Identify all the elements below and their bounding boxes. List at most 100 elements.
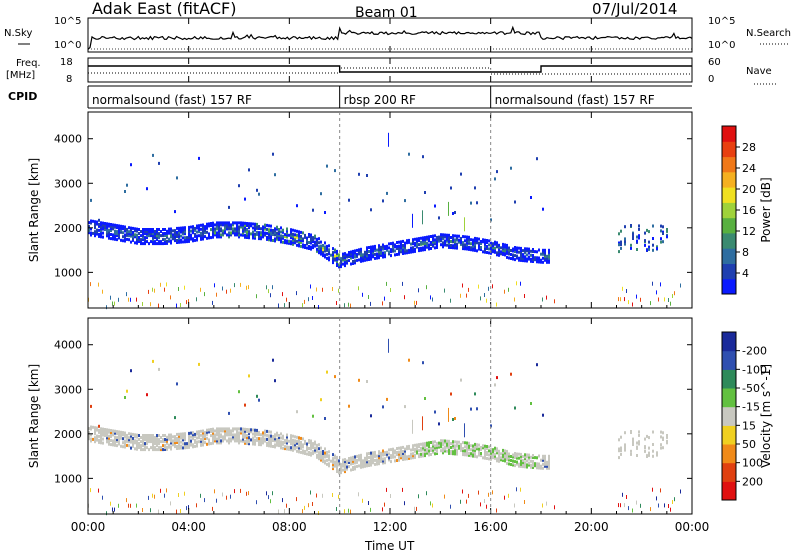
velocity-cell [220, 439, 222, 443]
velocity-cell [368, 464, 370, 467]
velocity-cell [520, 460, 522, 464]
velocity-cell [540, 466, 542, 470]
power-cell [342, 256, 344, 260]
power-cell [150, 302, 151, 307]
power-cell [280, 226, 282, 230]
power-cell [246, 224, 248, 227]
power-cell [618, 232, 620, 236]
velocity-cell [348, 465, 350, 468]
velocity-cell [304, 505, 305, 510]
power-cell [218, 221, 220, 225]
velocity-cell [152, 436, 154, 439]
velocity-cell [114, 507, 115, 512]
power-cell [410, 246, 412, 250]
velocity-cell [428, 449, 430, 453]
velocity-cell [428, 443, 430, 447]
power-cell [404, 251, 406, 255]
power-cell [492, 246, 494, 250]
velocity-cell [156, 438, 158, 442]
velocity-cell [406, 457, 408, 461]
power-cell [234, 221, 236, 225]
power-cell [352, 255, 354, 259]
power-cell [414, 241, 416, 245]
velocity-cell [94, 438, 96, 442]
power-cell [516, 248, 518, 252]
power-cell [648, 230, 650, 234]
velocity-cell [468, 453, 470, 457]
velocity-cell [226, 431, 228, 435]
power-cell [218, 225, 220, 229]
power-cell [276, 225, 278, 229]
colorbar-swatch [722, 462, 736, 482]
power-cell [388, 250, 390, 254]
power-cell [308, 297, 309, 302]
power-cell [138, 240, 140, 243]
power-cell [102, 221, 104, 225]
velocity-cell [136, 445, 138, 449]
velocity-cell [286, 435, 288, 439]
power-cell [542, 252, 544, 256]
velocity-cell [494, 446, 496, 450]
power-cell [524, 294, 525, 298]
power-cell [312, 296, 313, 300]
power-cell [222, 286, 223, 291]
velocity-cell [530, 463, 532, 467]
velocity-cell [280, 432, 282, 436]
velocity-cell [432, 446, 434, 450]
velocity-cell [234, 435, 236, 439]
velocity-cell [392, 451, 394, 455]
velocity-cell [506, 451, 508, 455]
power-cell [376, 256, 378, 260]
power-cell [264, 225, 266, 229]
power-cell [184, 240, 186, 244]
velocity-cell [224, 427, 226, 431]
power-cell [114, 301, 115, 306]
velocity-cell [220, 441, 222, 445]
power-cell [174, 233, 176, 237]
power-cell [216, 235, 218, 239]
velocity-cell [110, 433, 112, 436]
power-cell [158, 234, 160, 238]
velocity-cell [272, 358, 274, 362]
velocity-cell [112, 433, 114, 437]
power-cell [490, 247, 492, 251]
velocity-cell [624, 503, 625, 508]
power-cell [320, 250, 322, 254]
power-cell [524, 255, 526, 259]
power-cell [508, 250, 510, 254]
velocity-cell [484, 452, 486, 456]
velocity-cell [188, 439, 190, 443]
power-cell [232, 229, 234, 233]
power-cell [650, 301, 651, 306]
velocity-cell [522, 465, 524, 469]
power-cell [96, 230, 98, 234]
power-cell [348, 198, 350, 202]
power-cell [236, 221, 238, 225]
power-cell [276, 235, 278, 239]
velocity-cell [178, 438, 180, 442]
velocity-cell [286, 445, 288, 449]
power-cell [220, 227, 222, 231]
power-cell [402, 248, 404, 251]
power-cell [426, 241, 428, 245]
velocity-cell [486, 447, 488, 450]
power-cell [238, 225, 240, 229]
velocity-cell [316, 493, 317, 498]
power-cell [350, 262, 352, 266]
power-cell [280, 236, 282, 240]
power-cell [652, 248, 654, 252]
velocity-cell [316, 447, 318, 451]
velocity-cell [440, 439, 442, 443]
velocity-cell [194, 434, 196, 438]
power-cell [540, 258, 542, 262]
velocity-cell [460, 442, 462, 446]
velocity-cell [124, 443, 126, 447]
power-cell [280, 234, 282, 238]
power-cell [90, 221, 92, 225]
velocity-cell [258, 433, 260, 436]
velocity-cell [232, 429, 234, 433]
power-cell [228, 235, 230, 239]
velocity-cell [390, 460, 392, 464]
velocity-cell [292, 440, 294, 444]
power-cell [310, 284, 311, 289]
